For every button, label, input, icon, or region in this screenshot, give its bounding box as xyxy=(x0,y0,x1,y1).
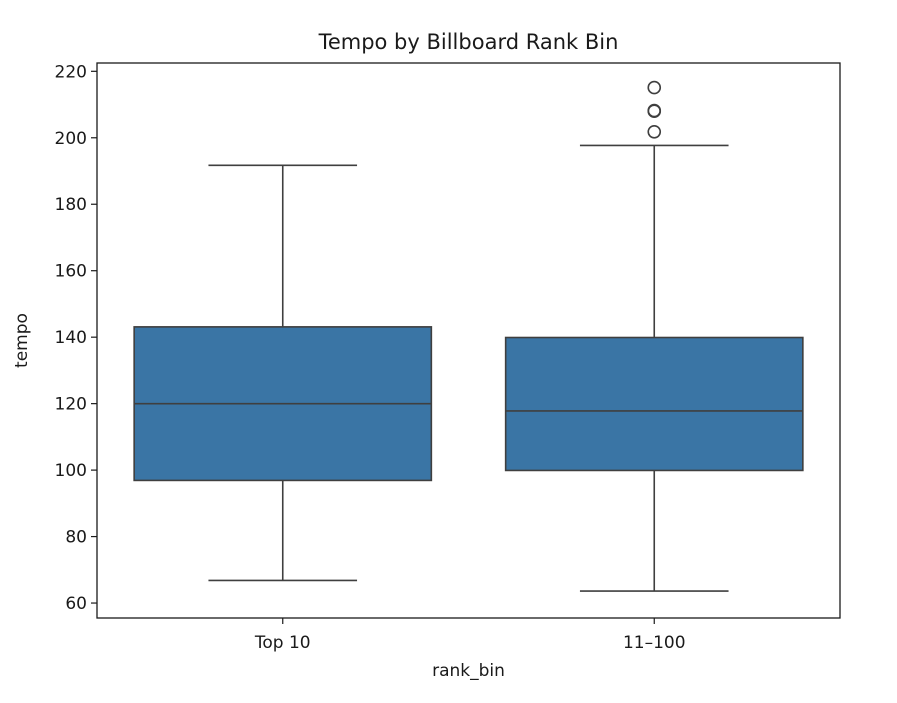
plot-area xyxy=(133,80,804,592)
outlier-point xyxy=(647,80,662,95)
box-group xyxy=(133,164,433,582)
box-iqr xyxy=(504,336,804,472)
chart-title: Tempo by Billboard Rank Bin xyxy=(318,30,619,54)
plot-frame xyxy=(96,62,841,619)
y-tick-label: 60 xyxy=(65,594,87,614)
outlier-point xyxy=(647,103,662,118)
y-tick-label: 160 xyxy=(55,262,87,282)
y-axis-label: tempo xyxy=(12,313,32,368)
y-tick-label: 140 xyxy=(55,328,87,348)
x-tick-label: 11–100 xyxy=(623,633,686,653)
y-axis: 60 80 100 120 140 160 180 200 220 xyxy=(55,62,97,614)
y-tick-label: 200 xyxy=(55,129,87,149)
y-tick-label: 120 xyxy=(55,395,87,415)
y-tick-label: 80 xyxy=(65,528,87,548)
x-tick-label: Top 10 xyxy=(254,633,311,653)
x-axis: Top 10 11–100 xyxy=(254,618,686,653)
outlier-point xyxy=(647,124,662,139)
x-axis-label: rank_bin xyxy=(432,661,505,681)
y-tick-label: 100 xyxy=(55,461,87,481)
y-tick-label: 180 xyxy=(55,195,87,215)
y-tick-label: 220 xyxy=(55,62,87,82)
box-group xyxy=(504,80,804,592)
